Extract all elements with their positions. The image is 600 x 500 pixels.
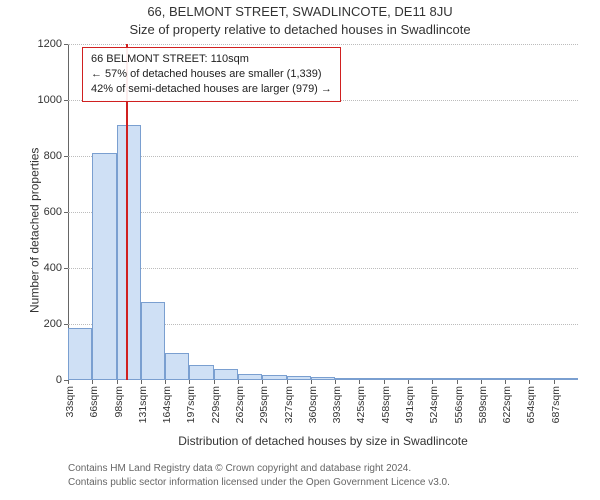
histogram-bar	[359, 378, 383, 380]
x-axis-label: Distribution of detached houses by size …	[68, 434, 578, 448]
xtick-label: 229sqm	[210, 386, 222, 423]
xtick-mark	[262, 380, 263, 384]
ytick-mark	[64, 156, 68, 157]
xtick-label: 524sqm	[428, 386, 440, 423]
histogram-bar	[335, 378, 359, 380]
xtick-mark	[117, 380, 118, 384]
xtick-mark	[141, 380, 142, 384]
histogram-bar	[68, 328, 92, 380]
gridline	[68, 44, 578, 45]
xtick-mark	[287, 380, 288, 384]
histogram-bar	[165, 353, 189, 380]
ytick-mark	[64, 212, 68, 213]
xtick-mark	[481, 380, 482, 384]
xtick-mark	[189, 380, 190, 384]
annotation-line: 66 BELMONT STREET: 110sqm	[91, 52, 332, 67]
gridline	[68, 156, 578, 157]
gridline	[68, 268, 578, 269]
ytick-label: 600	[44, 206, 62, 218]
xtick-label: 164sqm	[161, 386, 173, 423]
xtick-label: 393sqm	[331, 386, 343, 423]
ytick-label: 1200	[38, 38, 62, 50]
histogram-bar	[408, 378, 432, 380]
xtick-mark	[238, 380, 239, 384]
ytick-mark	[64, 100, 68, 101]
xtick-mark	[335, 380, 336, 384]
histogram-bar	[189, 365, 213, 380]
histogram-bar	[505, 378, 529, 380]
xtick-label: 425sqm	[355, 386, 367, 423]
ytick-label: 0	[56, 374, 62, 386]
xtick-mark	[384, 380, 385, 384]
xtick-mark	[432, 380, 433, 384]
histogram-bar	[481, 378, 505, 380]
caption-line: Contains public sector information licen…	[68, 476, 450, 490]
xtick-mark	[92, 380, 93, 384]
xtick-label: 295sqm	[258, 386, 270, 423]
ytick-mark	[64, 44, 68, 45]
xtick-label: 327sqm	[283, 386, 295, 423]
caption-line: Contains HM Land Registry data © Crown c…	[68, 462, 450, 476]
ytick-mark	[64, 324, 68, 325]
xtick-label: 687sqm	[550, 386, 562, 423]
xtick-mark	[457, 380, 458, 384]
xtick-mark	[359, 380, 360, 384]
xtick-label: 556sqm	[453, 386, 465, 423]
histogram-bar	[141, 302, 165, 380]
xtick-mark	[214, 380, 215, 384]
annotation-box: 66 BELMONT STREET: 110sqm← 57% of detach…	[82, 47, 341, 102]
histogram-bar	[384, 378, 408, 380]
histogram-bar	[92, 153, 116, 380]
xtick-mark	[505, 380, 506, 384]
histogram-bar	[238, 374, 262, 380]
ytick-mark	[64, 268, 68, 269]
gridline	[68, 212, 578, 213]
histogram-bar	[311, 377, 335, 380]
xtick-mark	[68, 380, 69, 384]
xtick-label: 622sqm	[501, 386, 513, 423]
ytick-label: 800	[44, 150, 62, 162]
xtick-mark	[554, 380, 555, 384]
histogram-bar	[432, 378, 456, 380]
xtick-label: 98sqm	[113, 386, 125, 418]
annotation-line: 42% of semi-detached houses are larger (…	[91, 82, 332, 97]
xtick-label: 458sqm	[380, 386, 392, 423]
xtick-label: 33sqm	[64, 386, 76, 418]
chart-title: Size of property relative to detached ho…	[0, 22, 600, 37]
xtick-label: 589sqm	[477, 386, 489, 423]
xtick-mark	[165, 380, 166, 384]
caption-text: Contains HM Land Registry data © Crown c…	[68, 462, 450, 489]
xtick-label: 197sqm	[185, 386, 197, 423]
xtick-label: 66sqm	[88, 386, 100, 418]
chart-supertitle: 66, BELMONT STREET, SWADLINCOTE, DE11 8J…	[0, 4, 600, 19]
annotation-line: ← 57% of detached houses are smaller (1,…	[91, 67, 332, 82]
histogram-bar	[117, 125, 141, 380]
histogram-bar	[529, 378, 553, 380]
chart-container: 66, BELMONT STREET, SWADLINCOTE, DE11 8J…	[0, 0, 600, 500]
y-axis-label: Number of detached properties	[27, 148, 41, 313]
ytick-label: 1000	[38, 94, 62, 106]
xtick-mark	[529, 380, 530, 384]
histogram-bar	[262, 375, 286, 380]
histogram-bar	[214, 369, 238, 380]
xtick-label: 654sqm	[525, 386, 537, 423]
xtick-label: 360sqm	[307, 386, 319, 423]
xtick-mark	[408, 380, 409, 384]
xtick-label: 131sqm	[137, 386, 149, 423]
ytick-label: 400	[44, 262, 62, 274]
histogram-bar	[554, 378, 578, 380]
xtick-label: 491sqm	[404, 386, 416, 423]
xtick-mark	[311, 380, 312, 384]
xtick-label: 262sqm	[234, 386, 246, 423]
histogram-bar	[457, 378, 481, 380]
histogram-bar	[287, 376, 311, 380]
ytick-label: 200	[44, 318, 62, 330]
